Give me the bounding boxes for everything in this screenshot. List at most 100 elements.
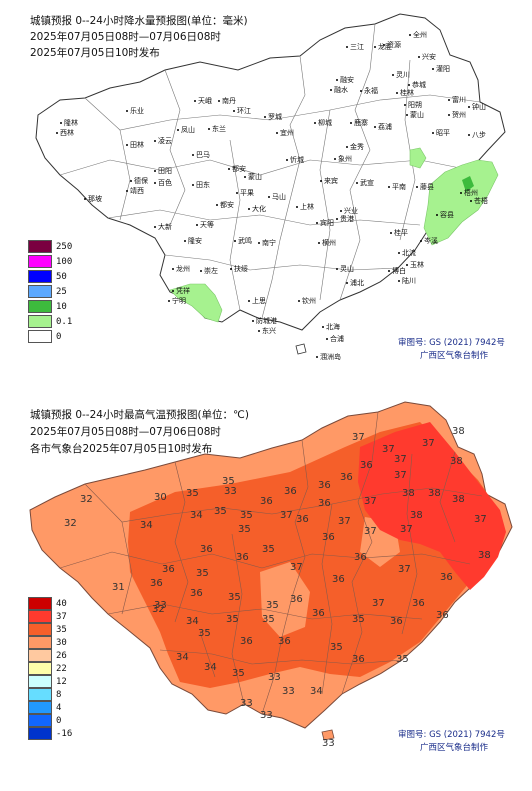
- temp-value-label: 36: [312, 608, 325, 619]
- temp-value-label: 36: [318, 498, 331, 509]
- city-label: 陆川: [398, 277, 416, 285]
- temp-value-label: 35: [238, 524, 251, 535]
- city-label: 乐业: [126, 107, 144, 115]
- temp-value-label: 38: [410, 510, 423, 521]
- city-label: 平南: [388, 183, 406, 191]
- temp-value-label: 35: [352, 614, 365, 625]
- temp-value-label: 36: [390, 616, 403, 627]
- precip-legend-swatch: [28, 270, 52, 283]
- city-label: 合浦: [326, 335, 344, 343]
- temp-value-label: 38: [402, 488, 415, 499]
- city-label: 钟山: [468, 103, 486, 111]
- rain-area-east-dark: [462, 176, 474, 192]
- city-label: 田东: [192, 181, 210, 189]
- city-label: 博白: [388, 267, 406, 275]
- city-label: 巴马: [192, 151, 210, 159]
- city-label: 隆林: [60, 119, 78, 127]
- city-label: 平果: [236, 189, 254, 197]
- city-label: 灵山: [336, 265, 354, 273]
- temp-value-label: 36: [352, 654, 365, 665]
- city-label: 融水: [330, 86, 348, 94]
- temp-value-label: 33: [240, 698, 253, 709]
- precip-legend-label: 10: [56, 302, 67, 312]
- temp-value-label: 35: [228, 592, 241, 603]
- temp-legend-swatch: [28, 688, 52, 701]
- city-label: 来宾: [320, 177, 338, 185]
- temp-value-label: 33: [224, 486, 237, 497]
- temp-legend-swatch: [28, 597, 52, 610]
- precip-legend-label: 0.1: [56, 317, 73, 327]
- city-label: 龙胜: [374, 43, 392, 51]
- temp-value-label: 38: [478, 550, 491, 561]
- temp-value-label: 37: [364, 496, 377, 507]
- precip-legend-label: 250: [56, 242, 73, 252]
- city-label: 扶绥: [230, 265, 248, 273]
- temp-value-label: 36: [322, 532, 335, 543]
- temp-value-label: 32: [64, 518, 77, 529]
- temp-value-label: 34: [204, 662, 217, 673]
- city-label: 靖西: [126, 187, 144, 195]
- city-label: 恭城: [408, 81, 426, 89]
- temp-value-label: 35: [262, 544, 275, 555]
- city-label: 田林: [126, 141, 144, 149]
- city-label: 三江: [346, 43, 364, 51]
- temp-value-label: 33: [282, 686, 295, 697]
- city-label: 柳城: [314, 119, 332, 127]
- temp-value-label: 34: [310, 686, 323, 697]
- city-label: 凭祥: [172, 287, 190, 295]
- temp-value-label: 36: [200, 544, 213, 555]
- city-label: 天峨: [194, 97, 212, 105]
- city-label: 忻城: [286, 156, 304, 164]
- city-label: 罗城: [264, 113, 282, 121]
- temp-value-label: 36: [360, 460, 373, 471]
- temp-value-label: 35: [330, 642, 343, 653]
- city-label: 防城港: [252, 317, 277, 325]
- city-label: 武鸣: [234, 237, 252, 245]
- temp-legend-swatch: [28, 727, 52, 740]
- temp-band-37: [358, 422, 506, 590]
- city-label: 象州: [334, 155, 352, 163]
- precipitation-forecast-map: 城镇预报 0--24小时降水量预报图(单位：毫米) 2025年07月05日08时…: [0, 0, 532, 392]
- temp-value-label: 36: [332, 574, 345, 585]
- temp-legend-label: 22: [56, 664, 67, 674]
- temp-value-label: 37: [382, 444, 395, 455]
- temp-legend-swatch: [28, 623, 52, 636]
- precip-legend-swatch: [28, 255, 52, 268]
- precip-legend-swatch: [28, 240, 52, 253]
- rain-area-east: [423, 159, 499, 246]
- temp-value-label: 32: [152, 604, 165, 615]
- temp-value-label: 36: [162, 564, 175, 575]
- temp-value-label: 36: [340, 472, 353, 483]
- city-label: 天等: [196, 221, 214, 229]
- city-label: 兴安: [418, 53, 436, 61]
- city-label: 昭平: [432, 129, 450, 137]
- temp-value-label: 33: [154, 600, 167, 611]
- temp-value-label: 33: [322, 738, 335, 749]
- temp-value-label: 37: [398, 564, 411, 575]
- city-label: 田阳: [154, 167, 172, 175]
- city-label: 全州: [409, 31, 427, 39]
- rain-area-north: [409, 147, 427, 169]
- city-label: 环江: [233, 107, 251, 115]
- city-label: 马山: [268, 193, 286, 201]
- city-label: 宾阳: [316, 219, 334, 227]
- temp-value-label: 37: [400, 524, 413, 535]
- city-label: 北海: [322, 323, 340, 331]
- temp-value-label: 36: [284, 486, 297, 497]
- temp-value-label: 36: [278, 636, 291, 647]
- city-label: 隆安: [184, 237, 202, 245]
- city-label: 百色: [154, 179, 172, 187]
- temp-value-label: 34: [186, 616, 199, 627]
- temp-value-label: 36: [318, 480, 331, 491]
- temp-legend-swatch: [28, 610, 52, 623]
- temp-value-label: 35: [222, 476, 235, 487]
- temp-value-label: 37: [394, 454, 407, 465]
- temp-value-label: 36: [236, 552, 249, 563]
- temp-value-label: 30: [154, 492, 167, 503]
- city-label: 阳朔: [404, 101, 422, 109]
- city-label: 凌云: [154, 137, 172, 145]
- city-label: 宜州: [276, 129, 294, 137]
- temp-legend-label: 4: [56, 703, 62, 713]
- city-label: 鹿寨: [350, 119, 368, 127]
- city-label: 融安: [336, 76, 354, 84]
